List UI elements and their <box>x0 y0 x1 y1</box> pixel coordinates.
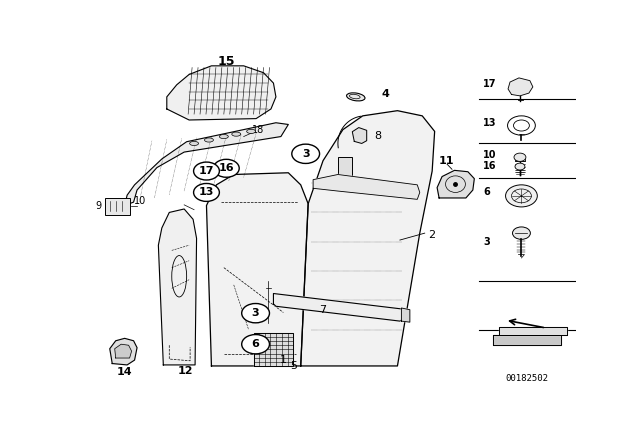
Text: 9: 9 <box>96 201 102 211</box>
Text: 7: 7 <box>319 305 326 315</box>
Text: 10: 10 <box>483 150 497 160</box>
Polygon shape <box>207 173 308 366</box>
Circle shape <box>506 185 538 207</box>
Polygon shape <box>167 66 276 120</box>
Text: 17: 17 <box>199 166 214 176</box>
Text: 8: 8 <box>374 130 381 141</box>
Text: 15: 15 <box>218 55 235 68</box>
Text: 6: 6 <box>252 339 260 349</box>
Ellipse shape <box>347 93 365 101</box>
Text: 10: 10 <box>134 196 147 207</box>
Circle shape <box>292 144 319 164</box>
Circle shape <box>514 153 526 161</box>
Text: 16: 16 <box>218 163 234 173</box>
Circle shape <box>242 303 269 323</box>
Text: 5: 5 <box>290 361 297 371</box>
Ellipse shape <box>205 138 213 142</box>
Polygon shape <box>158 209 196 365</box>
Ellipse shape <box>220 134 228 138</box>
Ellipse shape <box>246 129 255 134</box>
Polygon shape <box>401 308 410 322</box>
Polygon shape <box>499 327 567 335</box>
Text: 4: 4 <box>381 90 389 99</box>
Circle shape <box>242 335 269 354</box>
Bar <box>338 157 352 178</box>
Text: 00182502: 00182502 <box>505 374 548 383</box>
Text: 17: 17 <box>483 79 497 89</box>
Polygon shape <box>115 344 132 358</box>
Circle shape <box>513 227 531 239</box>
Polygon shape <box>110 338 137 365</box>
Polygon shape <box>352 128 367 143</box>
Polygon shape <box>508 78 533 96</box>
Text: 18: 18 <box>252 125 265 135</box>
Text: 12: 12 <box>177 366 193 376</box>
Text: 6: 6 <box>483 187 490 198</box>
Ellipse shape <box>189 142 198 146</box>
Text: 16: 16 <box>483 161 497 171</box>
Polygon shape <box>437 170 474 198</box>
Circle shape <box>508 116 535 135</box>
Text: 11: 11 <box>438 156 454 166</box>
Text: 3: 3 <box>302 149 310 159</box>
Text: 1: 1 <box>280 355 287 365</box>
Polygon shape <box>125 123 288 206</box>
Text: 2: 2 <box>429 229 436 240</box>
Polygon shape <box>301 111 435 366</box>
Circle shape <box>515 163 525 170</box>
Polygon shape <box>493 335 561 345</box>
Polygon shape <box>273 293 403 321</box>
Circle shape <box>213 159 239 177</box>
Ellipse shape <box>232 132 241 136</box>
Text: 13: 13 <box>483 118 497 129</box>
Polygon shape <box>313 174 420 199</box>
Circle shape <box>193 184 220 202</box>
Polygon shape <box>253 333 293 366</box>
Text: 3: 3 <box>252 308 259 318</box>
Text: 14: 14 <box>117 367 132 377</box>
Bar <box>105 198 129 215</box>
Text: 3: 3 <box>483 237 490 247</box>
Circle shape <box>193 162 220 180</box>
Text: 13: 13 <box>199 187 214 198</box>
